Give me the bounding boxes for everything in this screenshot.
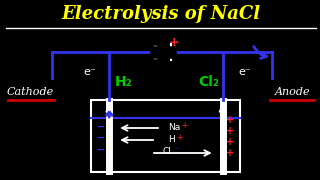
Text: Anode: Anode: [274, 87, 310, 97]
Text: +: +: [181, 120, 187, 129]
Text: +: +: [169, 35, 179, 48]
Text: +: +: [227, 126, 235, 136]
Text: Na: Na: [168, 123, 180, 132]
Text: +: +: [227, 115, 235, 125]
Text: −: −: [97, 133, 105, 143]
Text: +: +: [176, 132, 182, 141]
Text: H₂: H₂: [114, 75, 132, 89]
Bar: [92, 100, 241, 172]
Text: e⁻: e⁻: [83, 67, 96, 77]
Text: ⁻: ⁻: [175, 145, 179, 154]
Text: Cathode: Cathode: [6, 87, 53, 97]
Text: e⁻: e⁻: [238, 67, 251, 77]
Text: −: −: [97, 145, 105, 155]
Text: +: +: [227, 137, 235, 147]
Text: H: H: [168, 134, 175, 143]
Text: Cl₂: Cl₂: [198, 75, 219, 89]
Text: Cl: Cl: [163, 147, 172, 156]
Text: −: −: [97, 122, 105, 132]
Text: Electrolysis of NaCl: Electrolysis of NaCl: [61, 5, 260, 23]
Text: +: +: [227, 148, 235, 158]
